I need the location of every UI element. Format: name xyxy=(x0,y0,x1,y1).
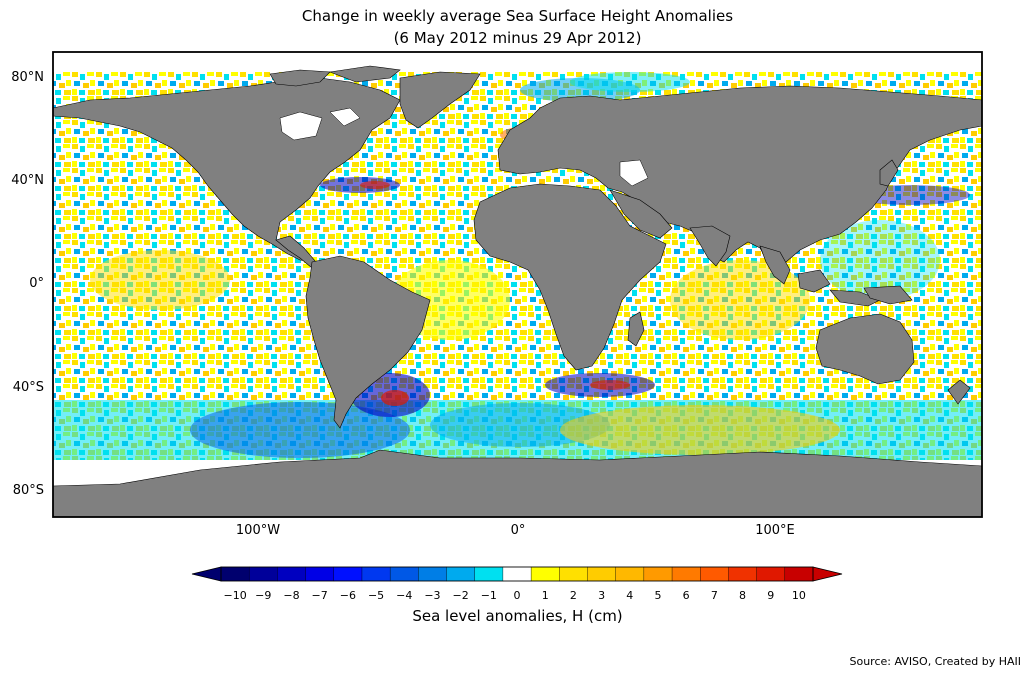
colorbar-tick-label: 0 xyxy=(513,589,521,602)
colorbar-cell xyxy=(305,566,335,582)
colorbar-tick-label: −8 xyxy=(283,589,300,602)
south-america-land xyxy=(305,255,431,429)
colorbar-cell xyxy=(474,566,504,582)
colorbar-tick-label: −5 xyxy=(367,589,385,602)
lat-label-80n: 80°N xyxy=(11,70,44,85)
lat-label-equator: 0° xyxy=(29,276,44,291)
colorbar-tick-label: −2 xyxy=(452,589,469,602)
colorbar-cell xyxy=(671,566,701,582)
africa-land xyxy=(473,183,667,371)
colorbar-tick-label: −1 xyxy=(480,589,497,602)
lat-label-80s: 80°S xyxy=(12,483,44,498)
australia-land xyxy=(815,313,915,385)
colorbar-cell xyxy=(418,566,448,582)
map-frame xyxy=(52,51,983,518)
colorbar-tick-label: 1 xyxy=(541,589,549,602)
colorbar-cell xyxy=(361,566,391,582)
colorbar-label: Sea level anomalies, H (cm) xyxy=(412,607,623,625)
lat-label-40n: 40°N xyxy=(11,173,44,188)
colorbar-tick-label: −10 xyxy=(223,589,247,602)
colorbar-tick-label: 9 xyxy=(767,589,775,602)
colorbar-tick-label: 5 xyxy=(654,589,662,602)
colorbar-cell xyxy=(530,566,560,582)
colorbar-tick-label: 3 xyxy=(598,589,606,602)
colorbar-tick-label: 6 xyxy=(682,589,690,602)
colorbar-tick-label: −7 xyxy=(311,589,328,602)
colorbar-tick-label: 7 xyxy=(710,589,718,602)
colorbar-cell xyxy=(756,566,786,582)
colorbar-tick-label: −9 xyxy=(255,589,272,602)
antarctica-land xyxy=(53,449,982,517)
colorbar-tick-label: −6 xyxy=(339,589,356,602)
lon-label-0: 0° xyxy=(510,523,526,538)
lat-label-40s: 40°S xyxy=(12,380,44,395)
colorbar-cell xyxy=(389,566,419,582)
colorbar-cell xyxy=(615,566,645,582)
colorbar-cell xyxy=(248,566,278,582)
ice-regions xyxy=(279,107,649,187)
colorbar-tick-label: 2 xyxy=(569,589,577,602)
colorbar-extend-low xyxy=(191,566,222,582)
colorbar-cell xyxy=(502,566,532,582)
colorbar-cell xyxy=(446,566,476,582)
colorbar-cell xyxy=(277,566,307,582)
colorbar-tick-label: 8 xyxy=(739,589,747,602)
colorbar-tick-label: −3 xyxy=(424,589,441,602)
colorbar-frame xyxy=(220,566,814,582)
colorbar-cell xyxy=(728,566,758,582)
colorbar-cell xyxy=(220,566,250,582)
colorbar-cell xyxy=(559,566,588,582)
chart-subtitle: (6 May 2012 minus 29 Apr 2012) xyxy=(393,29,642,47)
source-credit: Source: AVISO, Created by HAII xyxy=(849,655,1021,668)
colorbar-tick-label: 10 xyxy=(791,589,806,602)
lon-label-100w: 100°W xyxy=(235,523,281,538)
colorbar-tick-label: 4 xyxy=(626,589,634,602)
colorbar-cell xyxy=(700,566,729,582)
colorbar-tick-label: −4 xyxy=(396,589,413,602)
lon-label-100e: 100°E xyxy=(755,523,795,538)
greenland-land xyxy=(399,71,481,129)
colorbar-extend-high xyxy=(812,566,843,582)
chart-title: Change in weekly average Sea Surface Hei… xyxy=(301,7,734,25)
colorbar-cell xyxy=(333,566,363,582)
colorbar-cell xyxy=(643,566,673,582)
colorbar-cell xyxy=(784,566,814,582)
land-masses xyxy=(53,65,982,517)
colorbar-cell xyxy=(587,566,617,582)
